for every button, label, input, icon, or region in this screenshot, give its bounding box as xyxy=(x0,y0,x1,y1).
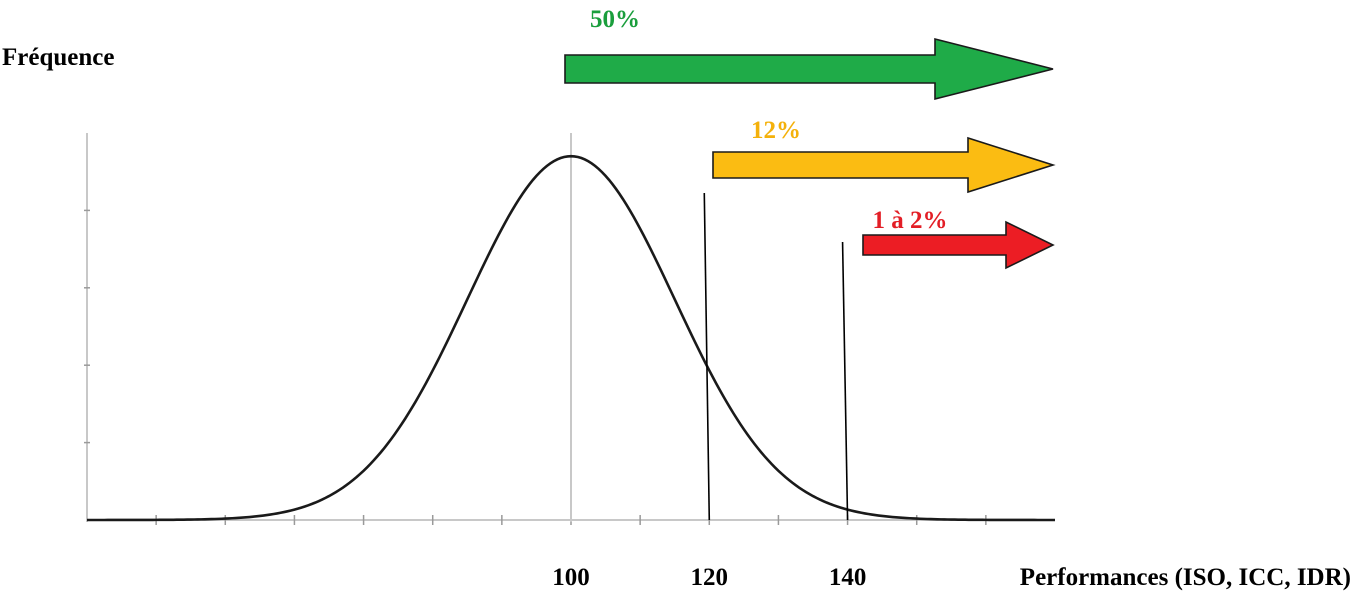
arrow-50-label: 50% xyxy=(590,6,640,33)
y-axis-label: Fréquence xyxy=(2,44,114,71)
arrow-1-2-label: 1 à 2% xyxy=(873,207,948,234)
x-tick-label: 100 xyxy=(552,564,590,591)
x-tick-label: 120 xyxy=(691,564,729,591)
arrow-12-label: 12% xyxy=(751,117,801,144)
x-tick-label: 140 xyxy=(829,564,867,591)
x-axis-label: Performances (ISO, ICC, IDR) xyxy=(1020,564,1351,591)
